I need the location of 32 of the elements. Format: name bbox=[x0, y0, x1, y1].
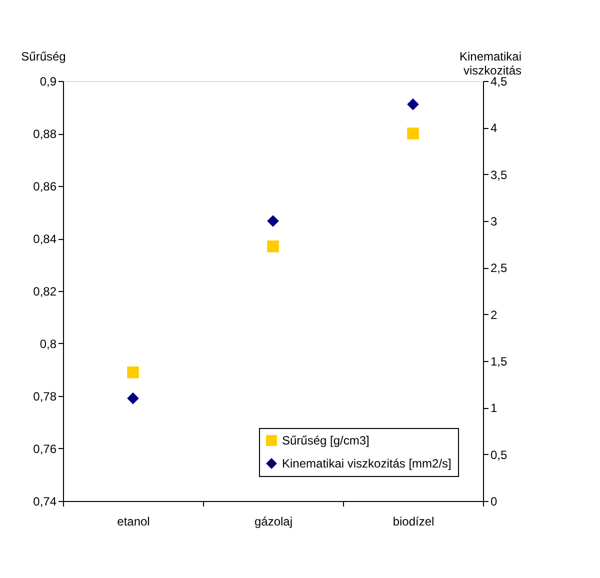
y2-tick-label: 3,5 bbox=[490, 168, 508, 182]
legend-label: Sűrűség [g/cm3] bbox=[282, 434, 370, 448]
x-tick-label: gázolaj bbox=[254, 514, 293, 528]
point bbox=[127, 366, 139, 378]
y-tick-label: 0,8 bbox=[40, 337, 57, 351]
y-tick-label: 0,74 bbox=[33, 494, 57, 508]
y2-tick-label: 2,5 bbox=[490, 261, 508, 276]
y-tick-label: 0,84 bbox=[33, 232, 57, 246]
point bbox=[267, 215, 279, 227]
y-tick-label: 0,88 bbox=[33, 127, 57, 141]
y2-tick-label: 1,5 bbox=[490, 354, 508, 368]
y-axis-title: Sűrűség bbox=[21, 50, 66, 64]
point bbox=[407, 98, 419, 110]
point bbox=[407, 128, 419, 140]
y2-tick-label: 4,5 bbox=[490, 74, 508, 88]
x-tick-label: etanol bbox=[117, 514, 150, 528]
y2-tick-label: 4 bbox=[490, 121, 498, 136]
y2-tick-label: 3 bbox=[490, 214, 498, 228]
y-tick-label: 0,76 bbox=[33, 442, 57, 456]
y-tick-label: 0,82 bbox=[33, 284, 57, 298]
y2-axis-title: Kinematikai viszkozitás bbox=[459, 50, 522, 78]
y-tick-label: 0,78 bbox=[33, 390, 57, 404]
legend-label: Kinematikai viszkozitás [mm2/s] bbox=[282, 456, 452, 470]
point bbox=[267, 240, 279, 252]
y2-tick-label: 0 bbox=[490, 494, 498, 508]
y2-tick-label: 2 bbox=[490, 308, 498, 322]
y-tick-label: 0,9 bbox=[40, 74, 57, 88]
y2-tick-label: 1 bbox=[490, 401, 498, 416]
x-tick-label: biodízel bbox=[392, 514, 434, 528]
point bbox=[127, 392, 139, 404]
y-tick-label: 0,86 bbox=[33, 180, 57, 194]
y2-tick-label: 0,5 bbox=[490, 448, 508, 462]
